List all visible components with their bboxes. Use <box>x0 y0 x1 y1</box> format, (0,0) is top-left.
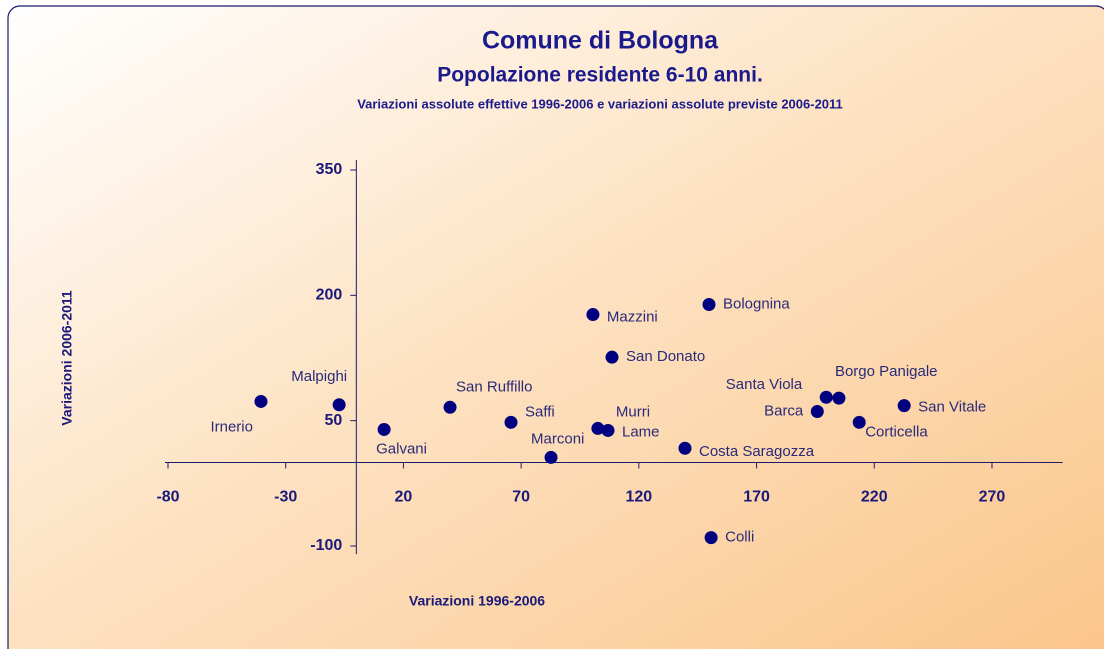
data-point <box>443 400 457 414</box>
data-point <box>254 394 268 408</box>
point-label: San Ruffillo <box>456 378 532 395</box>
point-label: Barca <box>764 402 804 419</box>
data-point <box>704 531 718 545</box>
y-tick-label: -100 <box>310 537 342 554</box>
chart-title: Comune di Bologna <box>482 27 719 55</box>
x-tick-label: 120 <box>625 489 652 506</box>
point-label: Marconi <box>531 430 584 447</box>
y-axis-label: Variazioni 2006-2011 <box>59 290 75 426</box>
x-tick-label: -80 <box>156 489 179 506</box>
data-point <box>586 308 600 322</box>
point-label: Costa Saragozza <box>699 443 815 460</box>
data-point <box>377 422 391 436</box>
y-tick-label: 200 <box>316 287 343 304</box>
data-point <box>832 391 846 405</box>
data-point <box>332 398 346 412</box>
point-label: Malpighi <box>291 368 347 385</box>
point-label: Borgo Panigale <box>835 363 938 380</box>
data-point <box>678 441 692 455</box>
point-label: Santa Viola <box>726 376 803 393</box>
data-point <box>819 390 833 404</box>
point-label: Saffi <box>525 403 555 420</box>
x-tick-label: 170 <box>743 489 770 506</box>
point-label: Corticella <box>865 423 928 440</box>
data-point <box>897 399 911 413</box>
data-point <box>810 404 824 418</box>
point-label: Colli <box>725 529 754 546</box>
point-label: Mazzini <box>607 309 658 326</box>
data-point <box>591 421 605 435</box>
point-label: Murri <box>616 403 650 420</box>
point-label: San Vitale <box>918 399 986 416</box>
x-axis-label: Variazioni 1996-2006 <box>409 593 545 609</box>
x-tick-label: 20 <box>395 489 413 506</box>
point-label: San Donato <box>626 348 705 365</box>
x-tick-label: 270 <box>979 489 1006 506</box>
point-label: Galvani <box>376 440 427 457</box>
data-point <box>852 415 866 429</box>
data-point <box>702 298 716 312</box>
data-point <box>605 350 619 364</box>
data-point <box>601 423 615 437</box>
x-tick-label: -30 <box>274 489 297 506</box>
data-point <box>504 415 518 429</box>
chart-background <box>7 5 1104 649</box>
x-tick-label: 220 <box>861 489 888 506</box>
data-point <box>544 450 558 464</box>
point-label: Irnerio <box>210 418 253 435</box>
x-tick-label: 70 <box>512 489 530 506</box>
point-label: Lame <box>622 423 660 440</box>
y-tick-label: 350 <box>316 161 343 178</box>
point-label: Bolognina <box>723 295 790 312</box>
chart-subtitle: Popolazione residente 6-10 anni. <box>437 64 763 87</box>
chart-subtitle: Variazioni assolute effettive 1996-2006 … <box>357 96 843 111</box>
y-tick-label: 50 <box>325 412 343 429</box>
